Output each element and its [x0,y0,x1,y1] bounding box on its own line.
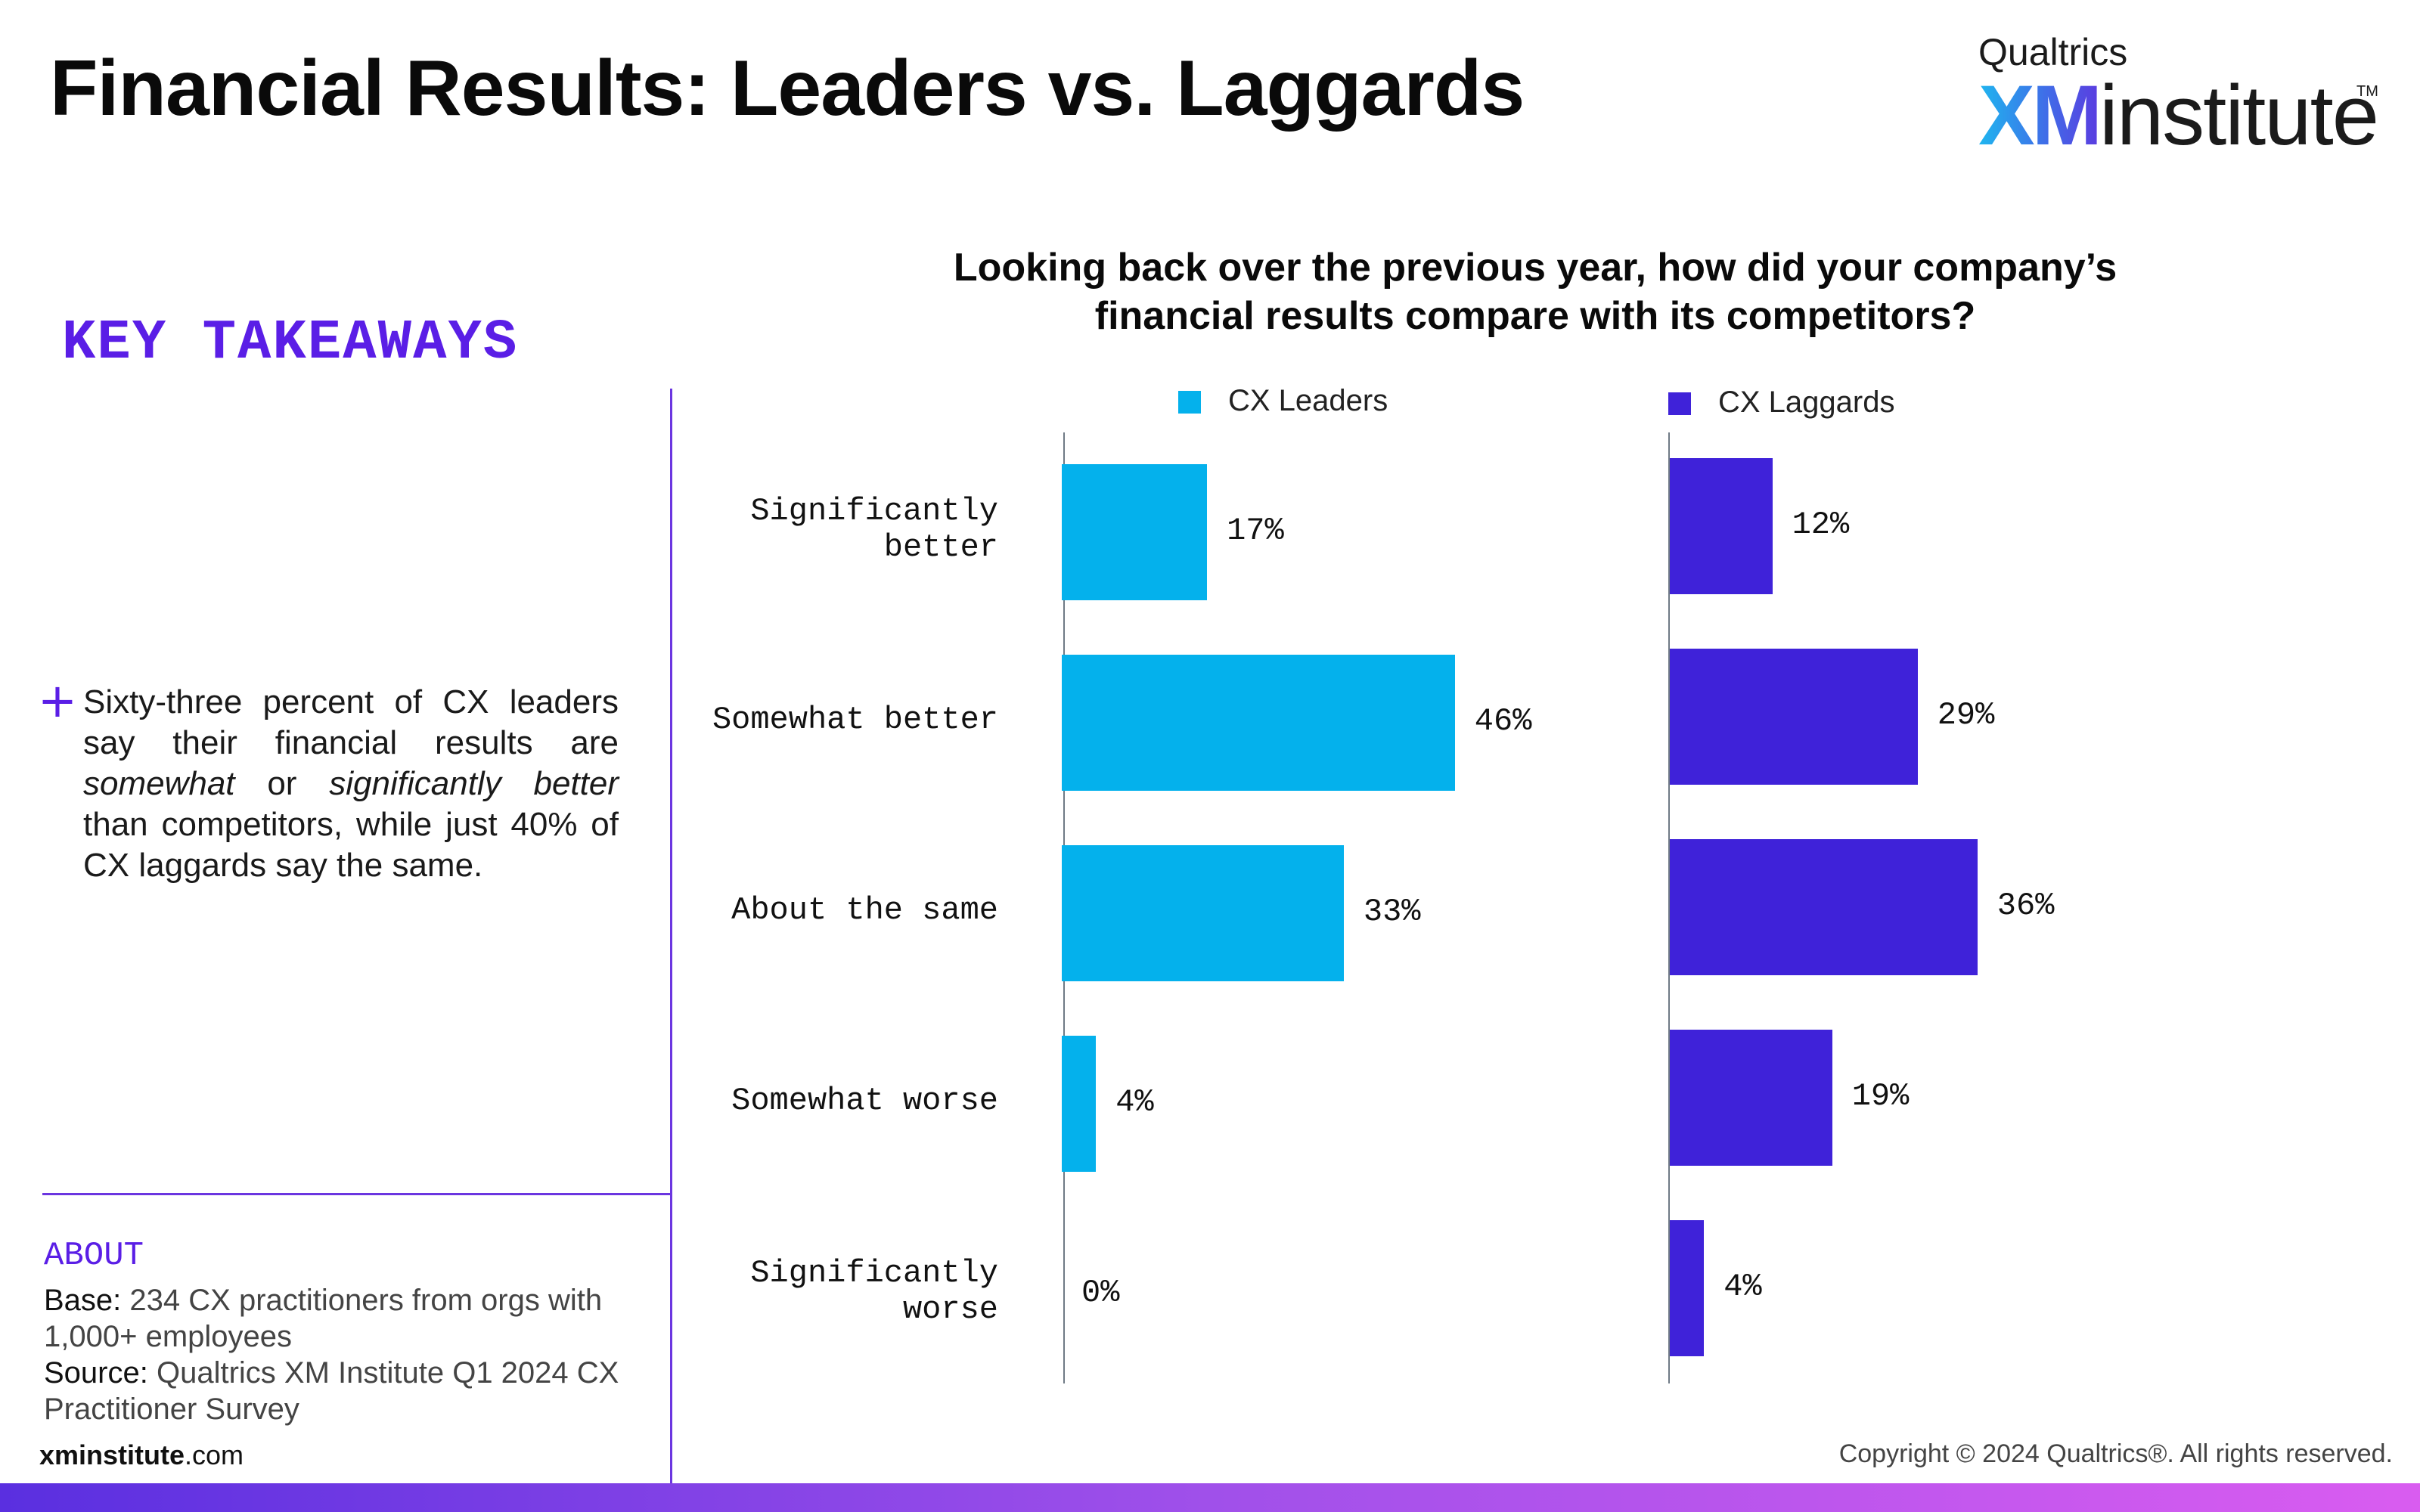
bar-laggards [1670,1030,1832,1166]
about-heading: ABOUT [44,1237,144,1275]
legend-label: CX Laggards [1718,386,1895,419]
about-text: Base: 234 CX practitioners from orgs wit… [44,1282,649,1427]
logo-institute-text: institute [2099,68,2379,163]
footer-copyright: Copyright © 2024 Qualtrics®. All rights … [1838,1439,2393,1468]
about-source: Source: Qualtrics XM Institute Q1 2024 C… [44,1356,619,1426]
page-title: Financial Results: Leaders vs. Laggards [50,45,1525,132]
value-label: 4% [1723,1269,1762,1305]
plus-icon: + [38,673,77,728]
logo-qualtrics-text: Qualtrics [1978,31,2128,73]
bar-laggards [1670,649,1918,785]
value-label: 36% [1996,888,2055,924]
takeaway-text: Sixty-three percent of CX leaders say th… [83,683,619,884]
value-label: 33% [1363,894,1421,930]
logo-trademark: TM [2356,83,2378,100]
legend-item: CX Leaders [1178,384,1388,418]
footer-gradient-bar [0,1483,2420,1512]
bar-laggards [1670,458,1773,594]
section-divider-horizontal [42,1193,672,1195]
chart-title: Looking back over the previous year, how… [953,246,2118,338]
category-label: Somewhat better [712,702,998,738]
y-axis-line [1668,432,1670,1383]
legend-swatch [1178,391,1201,414]
section-divider-vertical [670,389,672,1486]
category-label: Significantly better [750,493,998,565]
legend-label: CX Leaders [1228,384,1388,417]
value-label: 29% [1937,697,1995,733]
about-base: Base: 234 CX practitioners from orgs wit… [44,1284,603,1353]
value-label: 12% [1792,507,1850,543]
key-takeaways-heading: KEY TAKEAWAYS [62,311,519,375]
bar-leaders [1062,464,1208,600]
value-label: 46% [1474,703,1532,739]
legend-swatch [1668,392,1691,416]
legend-item: CX Laggards [1668,386,1894,420]
bar-laggards [1670,1220,1705,1356]
bar-leaders [1062,1036,1097,1172]
bar-leaders [1062,845,1344,981]
logo-xm-text: XM [1978,68,2102,163]
value-label: 19% [1851,1078,1910,1114]
qualtrics-xm-institute-logo: Qualtrics XM institute TM [1978,27,2379,163]
bar-leaders [1062,655,1455,791]
value-label: 17% [1227,513,1284,549]
category-label: About the same [731,892,998,928]
category-label: Significantly worse [750,1255,998,1328]
value-label: 0% [1081,1275,1120,1311]
footer-site-link[interactable]: xminstitute.com [39,1439,244,1470]
bar-laggards [1670,839,1978,975]
value-label: 4% [1115,1084,1154,1120]
category-label: Somewhat worse [731,1083,998,1119]
